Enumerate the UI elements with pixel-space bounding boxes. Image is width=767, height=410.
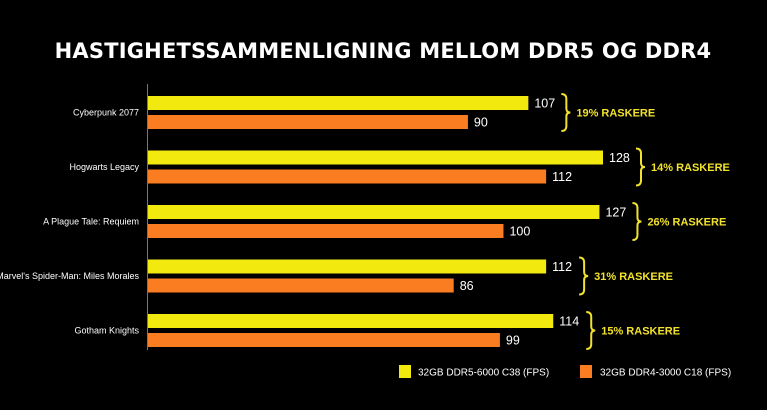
value-label: 128 bbox=[609, 151, 630, 165]
comparison-brace bbox=[579, 256, 589, 296]
value-label: 127 bbox=[605, 206, 626, 220]
bar-series-1 bbox=[148, 259, 547, 274]
chart-marks: Cyberpunk 2077 107 90 19% RASKERE Hogwarts L… bbox=[0, 93, 730, 350]
speedup-annotation: 14% RASKERE bbox=[651, 162, 730, 174]
bar-series-2 bbox=[148, 169, 547, 184]
value-label: 86 bbox=[460, 279, 474, 293]
bar-series-1 bbox=[148, 96, 529, 110]
legend-label: 32GB DDR5-6000 C38 (FPS) bbox=[418, 368, 549, 379]
speedup-annotation: 19% RASKERE bbox=[576, 108, 655, 120]
speedup-annotation: 26% RASKERE bbox=[647, 217, 726, 229]
value-label: 99 bbox=[506, 334, 520, 348]
value-label: 100 bbox=[509, 225, 530, 239]
category-label: A Plague Tale: Requiem bbox=[43, 217, 139, 227]
bar-series-1 bbox=[148, 150, 603, 165]
speedup-annotation: 31% RASKERE bbox=[594, 271, 673, 283]
chart-title: HASTIGHETSSAMMENLIGNING MELLOM DDR5 OG D… bbox=[55, 39, 712, 63]
value-label: 90 bbox=[474, 116, 488, 130]
legend-swatch bbox=[580, 365, 592, 378]
value-label: 112 bbox=[552, 170, 572, 184]
speedup-annotation: 15% RASKERE bbox=[601, 326, 680, 338]
comparison-brace bbox=[561, 93, 571, 132]
bar-series-1 bbox=[148, 205, 600, 219]
bar-series-2 bbox=[148, 224, 504, 238]
comparison-brace bbox=[635, 147, 646, 187]
value-label: 114 bbox=[559, 315, 579, 329]
bar-series-2 bbox=[148, 278, 454, 293]
legend: 32GB DDR5-6000 C38 (FPS) 32GB DDR4-3000 C… bbox=[399, 365, 731, 379]
legend-swatch bbox=[399, 365, 411, 378]
comparison-brace bbox=[632, 202, 642, 241]
legend-label: 32GB DDR4-3000 C18 (FPS) bbox=[600, 368, 731, 379]
bar-series-2 bbox=[148, 115, 468, 129]
bar-series-1 bbox=[148, 314, 554, 328]
category-label: Hogwarts Legacy bbox=[69, 162, 139, 172]
category-label: Marvel's Spider-Man: Miles Morales bbox=[0, 271, 139, 281]
value-label: 107 bbox=[534, 97, 555, 111]
category-label: Gotham Knights bbox=[74, 326, 139, 336]
value-label: 112 bbox=[552, 260, 572, 274]
bar-series-2 bbox=[148, 333, 500, 347]
category-label: Cyberpunk 2077 bbox=[73, 108, 139, 118]
comparison-brace bbox=[586, 311, 596, 350]
